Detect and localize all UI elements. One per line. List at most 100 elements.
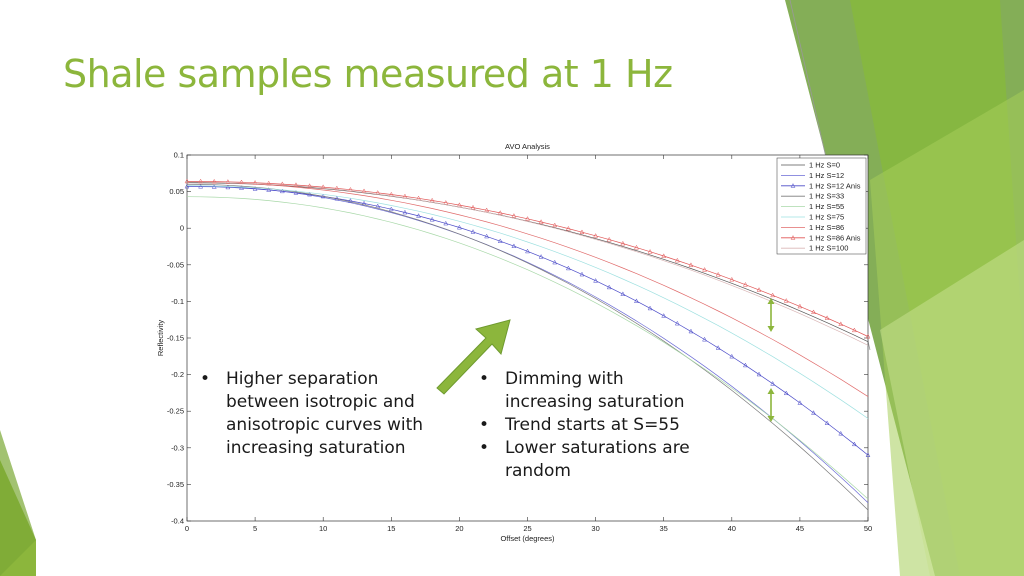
series-marker <box>293 190 299 195</box>
series-marker <box>865 333 871 339</box>
series-marker <box>279 181 285 186</box>
y-tick-label: -0.15 <box>167 334 184 343</box>
series-marker <box>211 178 217 184</box>
series-marker <box>579 229 585 235</box>
series-marker <box>429 216 435 222</box>
series-marker <box>565 265 571 271</box>
bullets-right: Dimming with increasing saturation Trend… <box>479 368 709 483</box>
y-tick-label: -0.1 <box>171 297 184 306</box>
chart-title: AVO Analysis <box>505 142 550 151</box>
series-marker <box>688 328 694 334</box>
y-tick-label: -0.2 <box>171 370 184 379</box>
series-marker <box>688 262 694 267</box>
series-line <box>186 196 869 500</box>
y-tick-label: 0 <box>180 224 184 233</box>
series-marker <box>770 292 776 298</box>
series-marker <box>593 233 599 238</box>
series-marker <box>198 178 204 184</box>
x-tick-label: 10 <box>319 524 327 533</box>
series-marker <box>497 238 503 244</box>
series-marker <box>715 271 721 277</box>
series-marker <box>824 420 830 425</box>
series-marker <box>824 315 830 320</box>
legend-entry: 1 Hz S=12 Anis <box>809 181 861 190</box>
series-marker <box>851 327 857 333</box>
series-marker <box>729 353 735 359</box>
series-marker <box>184 183 190 189</box>
y-tick-label: 0.05 <box>169 187 184 196</box>
series-line <box>186 185 869 503</box>
y-tick-label: -0.25 <box>167 407 184 416</box>
series-marker <box>647 249 653 254</box>
separation-arrow-lower-head-top <box>767 388 775 394</box>
x-tick-label: 50 <box>864 524 872 533</box>
series-marker <box>865 452 871 457</box>
series-marker <box>484 207 490 213</box>
separation-arrow-upper-head-top <box>767 298 775 304</box>
bullet-item: Lower saturations are random <box>479 437 709 483</box>
series-marker <box>388 206 394 212</box>
series-marker <box>620 240 626 246</box>
series-marker <box>702 267 707 272</box>
series-marker <box>361 188 367 194</box>
series-marker <box>525 216 530 221</box>
series-marker <box>279 188 285 194</box>
series-marker <box>634 298 639 303</box>
series-line <box>186 181 869 397</box>
series-marker <box>225 184 231 190</box>
bullet-item: Dimming with increasing saturation <box>479 368 709 414</box>
bullet-item: Trend starts at S=55 <box>479 414 709 437</box>
green-band-pale <box>880 240 1024 576</box>
x-tick-label: 45 <box>796 524 804 533</box>
series-marker <box>729 276 735 282</box>
x-tick-label: 40 <box>728 524 736 533</box>
series-line <box>186 186 869 456</box>
series-marker <box>511 243 517 248</box>
x-tick-label: 25 <box>523 524 531 533</box>
series-marker <box>838 321 844 326</box>
series-marker <box>348 198 353 203</box>
series-marker <box>252 179 258 185</box>
y-tick-label: -0.35 <box>167 480 184 489</box>
series-marker <box>456 224 462 230</box>
legend-entry: 1 Hz S=0 <box>809 161 840 170</box>
separation-arrow-lower-head-bottom <box>767 416 775 422</box>
series-marker <box>756 371 762 377</box>
trend-arrow <box>436 319 511 395</box>
separation-arrow-upper-head-bottom <box>767 326 775 332</box>
y-tick-label: -0.4 <box>171 517 184 526</box>
legend-entry: 1 Hz S=55 <box>809 202 844 211</box>
series-marker <box>470 229 476 234</box>
series-marker <box>851 441 857 447</box>
x-axis-label: Offset (degrees) <box>500 534 555 543</box>
series-marker <box>239 179 244 185</box>
series-marker <box>211 184 217 189</box>
series-marker <box>579 271 585 277</box>
series-marker <box>606 284 612 290</box>
bullets-left: Higher separation between isotropic and … <box>200 368 440 460</box>
series-marker <box>565 225 571 231</box>
series-marker <box>838 430 844 436</box>
series-marker <box>334 195 340 201</box>
legend-entry: 1 Hz S=12 <box>809 171 844 180</box>
series-marker <box>307 183 312 188</box>
series-marker <box>320 184 326 189</box>
series-marker <box>511 213 517 218</box>
series-marker <box>443 220 449 226</box>
series-marker <box>715 345 721 350</box>
legend-entry: 1 Hz S=100 <box>809 244 848 253</box>
series-marker <box>538 254 544 259</box>
series-marker <box>702 336 707 342</box>
series-marker <box>743 362 748 368</box>
green-corner-left-shade <box>0 430 36 576</box>
series-marker <box>184 178 190 184</box>
y-axis-label: Reflectivity <box>156 320 165 357</box>
series-marker <box>606 236 612 242</box>
x-tick-label: 15 <box>387 524 395 533</box>
x-tick-label: 35 <box>660 524 668 533</box>
series-marker <box>797 400 803 405</box>
series-marker <box>348 186 353 192</box>
series-marker <box>525 248 530 254</box>
series-marker <box>239 185 244 190</box>
x-tick-label: 30 <box>591 524 599 533</box>
